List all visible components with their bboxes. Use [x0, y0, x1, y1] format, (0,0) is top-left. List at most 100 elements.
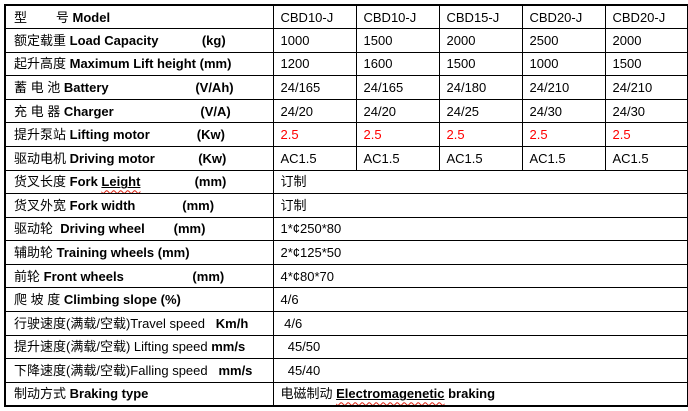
row-value-cell: CBD20-J	[521, 4, 606, 30]
text-segment: braking	[444, 386, 496, 402]
text-segment: Battery	[63, 80, 109, 96]
text-segment: 货叉长度	[14, 174, 70, 190]
text-segment: (mm)	[135, 197, 215, 213]
text-segment: 订制	[280, 197, 307, 213]
row-value-cell: 1500	[355, 28, 440, 53]
spec-row: 起升高度 Maximum Lift height (mm) 1200 1600 150…	[4, 51, 688, 77]
spec-row: 驱动电机 Driving motor (Kw) AC1.5 AC1.5 AC1.5 AC…	[4, 145, 688, 171]
row-value-cell: 2000	[438, 28, 523, 53]
row-value-cell: 24/210	[604, 75, 688, 100]
text-segment: 24/20	[280, 103, 314, 119]
text-segment: Driving wheel	[60, 221, 145, 237]
row-value-cell: 4*¢80*70	[272, 263, 688, 289]
row-label-cell: 前轮 Front wheels (mm)	[4, 263, 274, 289]
row-value-cell: 2.5	[272, 122, 357, 147]
text-segment: 2000	[612, 32, 642, 48]
text-segment: Training wheels (mm)	[56, 245, 190, 261]
text-segment: 订制	[280, 174, 307, 190]
row-label-cell: 提升泵站 Lifting motor (Kw)	[4, 122, 274, 147]
spec-row: 提升泵站 Lifting motor (Kw) 2.5 2.5 2.5 2.5 2.5	[4, 122, 688, 147]
spec-row: 爬 坡 度 Climbing slope (%) 4/6	[4, 287, 688, 313]
text-segment: 4*¢80*70	[280, 268, 335, 284]
row-label-cell: 制动方式 Braking type	[4, 381, 274, 407]
text-segment: 24/25	[446, 103, 480, 119]
text-segment: 行驶速度(满载/空载)	[14, 315, 131, 331]
row-value-cell: 24/30	[521, 98, 606, 124]
spec-row: 提升速度(满载/空载) Lifting speed mm/s 45/50	[4, 334, 688, 360]
row-value-cell: AC1.5	[355, 145, 440, 171]
text-segment: 爬 坡 度	[14, 292, 64, 308]
text-segment: 提升泵站	[14, 127, 70, 143]
text-segment: Lifting speed	[133, 339, 212, 355]
text-segment: 额定载重	[14, 32, 70, 48]
forklift-spec-table: 型 号 Model CBD10-J CBD10-J CBD15-J CBD20-J CBD…	[4, 4, 688, 407]
text-segment: CBD20-J	[529, 9, 583, 25]
spec-rows: 型 号 Model CBD10-J CBD10-J CBD15-J CBD20-J CBD…	[4, 4, 688, 407]
row-value-cell: AC1.5	[521, 145, 606, 171]
row-label-cell: 行驶速度(满载/空载)Travel speed Km/h	[4, 311, 274, 336]
row-value-cell: 4/6	[272, 287, 688, 313]
text-segment: AC1.5	[363, 150, 400, 166]
row-value-cell: 订制	[272, 193, 688, 218]
text-segment: (Kw)	[149, 127, 225, 143]
row-label-cell: 额定载重 Load Capacity (kg)	[4, 28, 274, 53]
row-value-cell: 2500	[521, 28, 606, 53]
text-segment: Braking type	[69, 386, 149, 402]
text-segment: mm/s	[211, 339, 246, 355]
text-segment: mm/s	[207, 362, 253, 378]
row-value-cell: 1000	[272, 28, 357, 53]
text-segment: Lifting motor	[69, 127, 150, 143]
row-value-cell: AC1.5	[272, 145, 357, 171]
text-segment: 2.5	[529, 127, 548, 143]
spec-row: 型 号 Model CBD10-J CBD10-J CBD15-J CBD20-J CBD…	[4, 4, 688, 30]
text-segment: 货叉外宽	[14, 197, 70, 213]
row-label-cell: 驱动轮 Driving wheel (mm)	[4, 216, 274, 242]
row-value-cell: 45/40	[272, 358, 688, 383]
text-segment: (mm)	[123, 268, 225, 284]
text-segment: 24/20	[363, 103, 397, 119]
spec-row: 充 电 器 Charger (V/A) 24/20 24/20 24/25 24/30 2…	[4, 98, 688, 124]
text-segment: 45/40	[280, 362, 321, 378]
text-segment: (V/A)	[113, 103, 231, 119]
text-segment: 2.5	[363, 127, 382, 143]
text-segment: 2.5	[446, 127, 465, 143]
text-segment: 1000	[529, 56, 559, 72]
row-value-cell: 45/50	[272, 334, 688, 360]
row-label-cell: 驱动电机 Driving motor (Kw)	[4, 145, 274, 171]
row-label-cell: 下降速度(满载/空载)Falling speed mm/s	[4, 358, 274, 383]
text-segment: 24/165	[363, 80, 404, 96]
text-segment: 24/165	[280, 80, 321, 96]
row-value-cell: 1*¢250*80	[272, 216, 688, 242]
text-segment: Travel speed	[130, 315, 205, 331]
text-segment: 24/30	[612, 103, 646, 119]
row-value-cell: 订制	[272, 169, 688, 195]
text-segment: 1500	[612, 56, 642, 72]
text-segment: AC1.5	[529, 150, 566, 166]
row-value-cell: 2.5	[438, 122, 523, 147]
spec-row: 额定载重 Load Capacity (kg) 1000 1500 2000 2500 2…	[4, 28, 688, 53]
row-value-cell: 2.5	[355, 122, 440, 147]
text-segment: Climbing slope (%)	[63, 292, 181, 308]
spec-row: 驱动轮 Driving wheel (mm) 1*¢250*80	[4, 216, 688, 242]
text-segment: 2*¢125*50	[280, 245, 342, 261]
row-label-cell: 辅助轮 Training wheels (mm)	[4, 240, 274, 265]
text-segment: Falling speed	[130, 362, 208, 378]
row-label-cell: 充 电 器 Charger (V/A)	[4, 98, 274, 124]
text-segment: CBD15-J	[446, 9, 500, 25]
spec-row: 下降速度(满载/空载)Falling speed mm/s 45/40	[4, 358, 688, 383]
row-value-cell: 24/210	[521, 75, 606, 100]
text-segment: 1000	[280, 32, 310, 48]
row-label-cell: 提升速度(满载/空载) Lifting speed mm/s	[4, 334, 274, 360]
text-segment: 起升高度	[14, 56, 70, 72]
text-segment: 24/180	[446, 80, 487, 96]
row-value-cell: 2.5	[604, 122, 688, 147]
text-segment: 制动方式	[14, 386, 70, 402]
spec-row: 蓄 电 池 Battery (V/Ah) 24/165 24/165 24/180 24…	[4, 75, 688, 100]
text-segment: Fork	[69, 174, 102, 190]
text-segment: (Kw)	[154, 150, 227, 166]
spec-row: 行驶速度(满载/空载)Travel speed Km/h 4/6	[4, 311, 688, 336]
text-segment: CBD10-J	[363, 9, 417, 25]
row-value-cell: 24/30	[604, 98, 688, 124]
text-segment: 4/6	[280, 315, 303, 331]
